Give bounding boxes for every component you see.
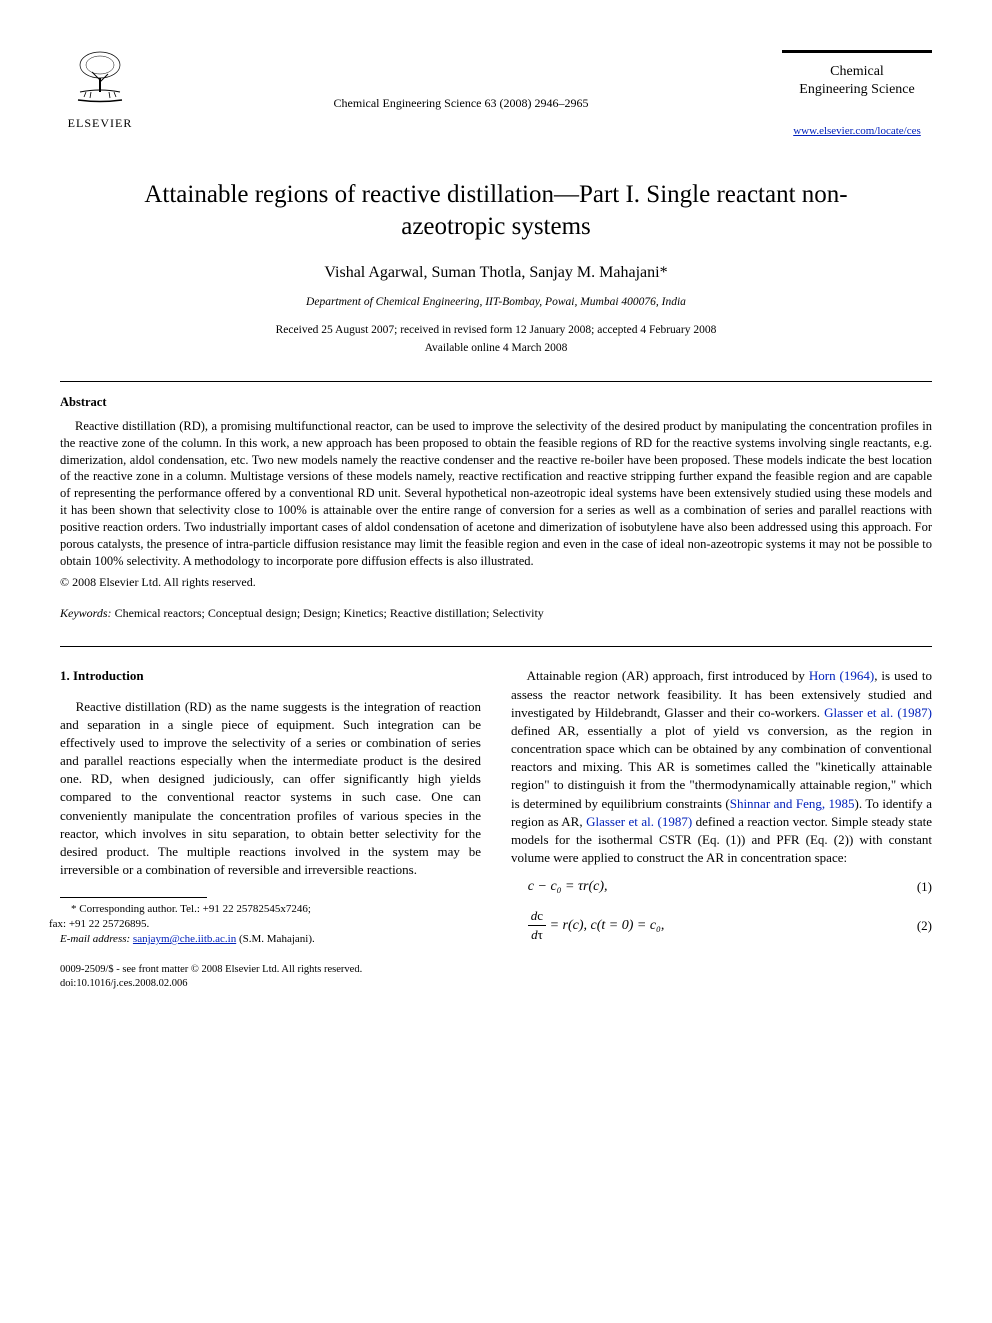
keywords-label: Keywords:: [60, 606, 112, 620]
doi-block: 0009-2509/$ - see front matter © 2008 El…: [60, 963, 481, 991]
equation-2-number: (2): [917, 917, 932, 935]
equation-1-number: (1): [917, 878, 932, 896]
affiliation: Department of Chemical Engineering, IIT-…: [60, 294, 932, 310]
divider-bottom: [60, 646, 932, 647]
ref-horn-1964[interactable]: Horn (1964): [809, 668, 874, 683]
publisher-name: ELSEVIER: [60, 115, 140, 132]
authors-line: Vishal Agarwal, Suman Thotla, Sanjay M. …: [60, 262, 932, 284]
article-title: Attainable regions of reactive distillat…: [110, 179, 882, 244]
doi-line: doi:10.1016/j.ces.2008.02.006: [60, 977, 481, 991]
corresponding-footnote: * Corresponding author. Tel.: +91 22 257…: [60, 902, 481, 947]
section-1-heading: 1. Introduction: [60, 667, 481, 685]
abstract-copyright: © 2008 Elsevier Ltd. All rights reserved…: [60, 574, 932, 591]
equation-2: ddcc dτ = r(c), c(t = 0) = c₀,: [511, 907, 664, 944]
eq2-rhs: = r(c), c(t = 0) = c₀,: [550, 918, 665, 933]
corr-author-tel: * Corresponding author. Tel.: +91 22 257…: [71, 903, 311, 915]
intro-paragraph-left: Reactive distillation (RD) as the name s…: [60, 698, 481, 880]
journal-url-link[interactable]: www.elsevier.com/locate/ces: [782, 124, 932, 138]
corresponding-marker: *: [660, 264, 668, 281]
eq2-denominator: dτ: [528, 926, 546, 944]
elsevier-tree-icon: [60, 50, 140, 113]
journal-title-box: Chemical Engineering Science www.elsevie…: [782, 50, 932, 139]
journal-name-line2: Engineering Science: [782, 81, 932, 99]
abstract-body: Reactive distillation (RD), a promising …: [60, 418, 932, 570]
email-link[interactable]: sanjaym@che.iitb.ac.in: [133, 933, 236, 945]
publisher-logo: ELSEVIER: [60, 50, 140, 132]
equation-2-row: ddcc dτ = r(c), c(t = 0) = c₀, (2): [511, 907, 932, 944]
eq2-fraction: ddcc dτ: [528, 907, 546, 944]
keywords-list: Chemical reactors; Conceptual design; De…: [115, 606, 544, 620]
body-columns: 1. Introduction Reactive distillation (R…: [60, 667, 932, 991]
email-who: (S.M. Mahajani).: [236, 933, 315, 945]
ref-glasser-1987a[interactable]: Glasser et al. (1987): [824, 705, 932, 720]
divider-top: [60, 381, 932, 382]
available-date: Available online 4 March 2008: [60, 340, 932, 356]
abstract-text: Reactive distillation (RD), a promising …: [60, 419, 932, 568]
footnote-rule: [60, 897, 207, 898]
eq1-body: c − c₀ = τr(c),: [528, 879, 608, 894]
equation-1: c − c₀ = τr(c),: [511, 877, 607, 897]
authors-text: Vishal Agarwal, Suman Thotla, Sanjay M. …: [324, 264, 659, 281]
equation-1-row: c − c₀ = τr(c), (1): [511, 877, 932, 897]
eq2-numerator: ddcc: [528, 907, 546, 926]
email-label: E-mail address:: [60, 933, 130, 945]
page-header: ELSEVIER Chemical Engineering Science 63…: [60, 50, 932, 139]
intro-paragraph-right: Attainable region (AR) approach, first i…: [511, 667, 932, 867]
right-column: Attainable region (AR) approach, first i…: [511, 667, 932, 991]
ref-shinnar-feng-1985[interactable]: Shinnar and Feng, 1985: [730, 796, 855, 811]
right-text-1: Attainable region (AR) approach, first i…: [527, 668, 809, 683]
journal-name-line1: Chemical: [782, 63, 932, 81]
abstract-heading: Abstract: [60, 394, 932, 412]
front-matter-line: 0009-2509/$ - see front matter © 2008 El…: [60, 963, 481, 977]
left-column: 1. Introduction Reactive distillation (R…: [60, 667, 481, 991]
received-dates: Received 25 August 2007; received in rev…: [60, 322, 932, 338]
ref-glasser-1987b[interactable]: Glasser et al. (1987): [586, 814, 692, 829]
keywords-line: Keywords: Chemical reactors; Conceptual …: [60, 605, 932, 622]
corr-author-fax: fax: +91 22 25726895.: [49, 918, 149, 930]
journal-reference: Chemical Engineering Science 63 (2008) 2…: [140, 95, 782, 112]
